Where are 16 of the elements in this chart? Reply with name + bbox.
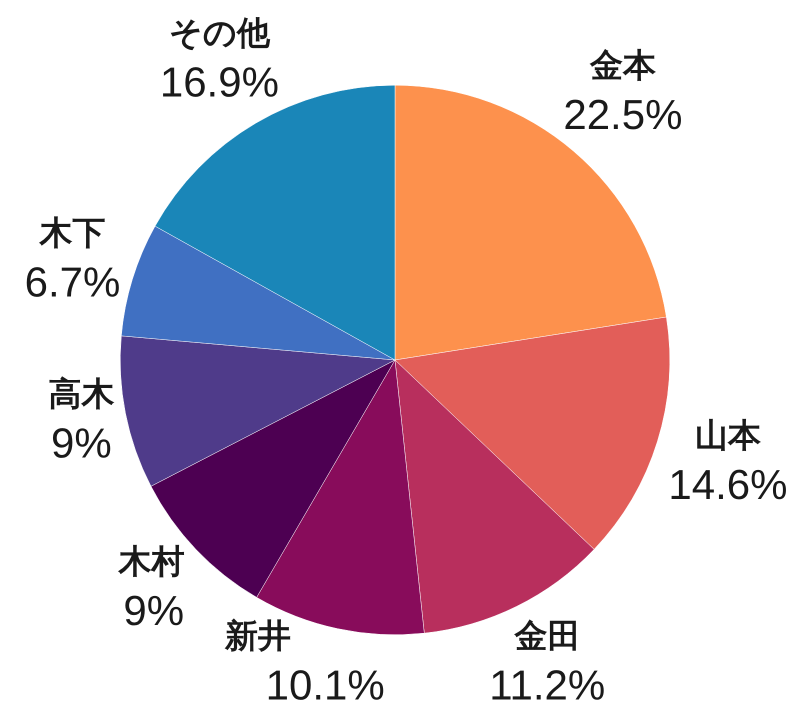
slice-label: 新井 (224, 617, 292, 654)
data-label: 10.1% (266, 662, 385, 709)
data-label: 9% (51, 419, 112, 466)
data-label: 22.5% (563, 90, 682, 138)
slice-label: 山本 (694, 416, 762, 454)
data-label: 9% (123, 587, 184, 634)
slice-label: 高木 (48, 374, 114, 412)
data-label: 14.6% (668, 461, 788, 508)
slice-label: 木下 (38, 214, 106, 251)
data-label: 11.2% (489, 662, 606, 709)
slice-label: 金本 (588, 46, 657, 84)
slice-label: 木村 (118, 542, 185, 580)
slice-label: 金田 (513, 617, 580, 654)
data-label: 6.7% (24, 258, 120, 306)
data-label: 16.9% (160, 58, 279, 106)
slice-label: その他 (168, 14, 271, 51)
